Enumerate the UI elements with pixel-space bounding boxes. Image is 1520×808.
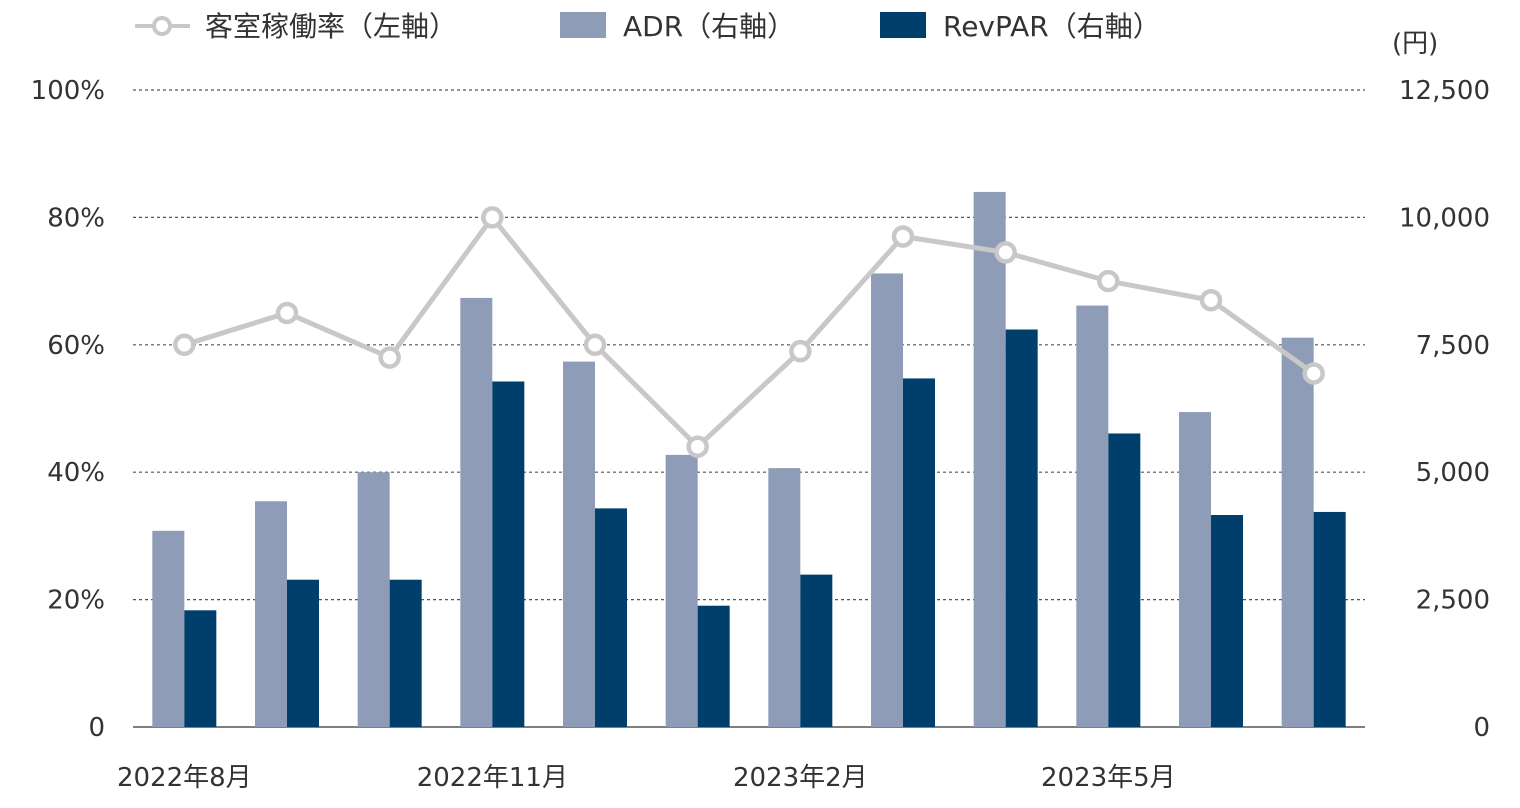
bar-revpar xyxy=(1211,515,1243,727)
occupancy-point xyxy=(1097,269,1120,293)
bar-adr xyxy=(871,273,903,727)
x-axis: 2022年8月 2022年11月 2023年2月 2023年5月 xyxy=(117,763,1176,793)
occupancy-point xyxy=(583,333,607,357)
bar-adr xyxy=(1281,337,1314,727)
bar-revpar xyxy=(1005,329,1038,727)
x-tick-label: 2023年5月 xyxy=(1041,763,1176,793)
x-tick-label: 2023年2月 xyxy=(733,763,868,793)
left-tick-label: 60% xyxy=(47,331,105,361)
bar-adr xyxy=(460,297,493,727)
left-tick-label: 40% xyxy=(47,458,105,488)
occupancy-point xyxy=(275,301,299,325)
left-tick-label: 100% xyxy=(31,76,105,106)
right-tick-label: 5,000 xyxy=(1416,458,1490,488)
bar-adr xyxy=(768,468,801,727)
legend-item-adr: ADR（右軸） xyxy=(560,10,795,43)
legend-item-occupancy: 客室稼働率（左軸） xyxy=(135,10,457,43)
bar-revpar xyxy=(697,605,730,727)
right-tick-label: 2,500 xyxy=(1416,586,1490,616)
bar-revpar xyxy=(1108,433,1141,727)
bar-revpar xyxy=(389,579,422,727)
legend-label-revpar: RevPAR（右軸） xyxy=(943,10,1161,43)
grid xyxy=(133,89,1365,728)
bar-adr xyxy=(665,454,698,727)
occupancy-line xyxy=(173,206,1325,458)
occupancy-point xyxy=(789,339,812,363)
legend-item-revpar: RevPAR（右軸） xyxy=(880,10,1161,43)
bar-revpar xyxy=(287,579,319,727)
occupancy-point xyxy=(378,346,401,369)
bar-adr xyxy=(1179,412,1211,727)
left-tick-label: 80% xyxy=(47,203,105,233)
bar-revpar xyxy=(800,574,833,727)
legend-swatch-revpar xyxy=(880,12,926,38)
bar-revpar xyxy=(1313,511,1346,727)
left-tick-label: 0 xyxy=(88,713,105,743)
bar-revpar xyxy=(595,508,627,727)
occupancy-point xyxy=(686,435,709,458)
bar-revpar xyxy=(184,610,217,727)
right-tick-label: 10,000 xyxy=(1399,203,1490,233)
legend-swatch-adr xyxy=(560,12,606,38)
occupancy-line-path xyxy=(183,214,1316,450)
bar-adr xyxy=(973,191,1006,728)
left-axis: 0 20% 40% 60% 80% 100% xyxy=(31,76,105,743)
legend-label-adr: ADR（右軸） xyxy=(623,10,795,43)
x-tick-label: 2022年11月 xyxy=(417,763,568,793)
occupancy-point xyxy=(891,225,915,248)
bar-revpar xyxy=(492,381,525,727)
bar-adr xyxy=(357,472,390,727)
right-tick-label: 7,500 xyxy=(1416,331,1490,361)
occupancy-point xyxy=(1199,288,1223,312)
occupancy-point xyxy=(994,241,1017,264)
bar-adr xyxy=(1076,305,1109,727)
bar-adr xyxy=(152,530,185,727)
bar-adr xyxy=(563,361,595,727)
bars xyxy=(152,191,1346,728)
legend: 客室稼働率（左軸） ADR（右軸） RevPAR（右軸） xyxy=(135,10,1161,43)
occupancy-point xyxy=(1302,362,1325,385)
right-axis-unit: (円) xyxy=(1392,29,1438,59)
right-tick-label: 0 xyxy=(1473,713,1490,743)
legend-label-occupancy: 客室稼働率（左軸） xyxy=(205,10,457,43)
occupancy-point xyxy=(481,206,504,229)
left-tick-label: 20% xyxy=(47,586,105,616)
bar-revpar xyxy=(903,378,935,727)
bar-adr xyxy=(255,501,287,727)
legend-marker-occupancy xyxy=(152,16,172,36)
occupancy-point xyxy=(173,333,196,357)
x-tick-label: 2022年8月 xyxy=(117,763,252,793)
right-tick-label: 12,500 xyxy=(1399,76,1490,106)
right-axis: 0 2,500 5,000 7,500 10,000 12,500 xyxy=(1399,76,1490,743)
